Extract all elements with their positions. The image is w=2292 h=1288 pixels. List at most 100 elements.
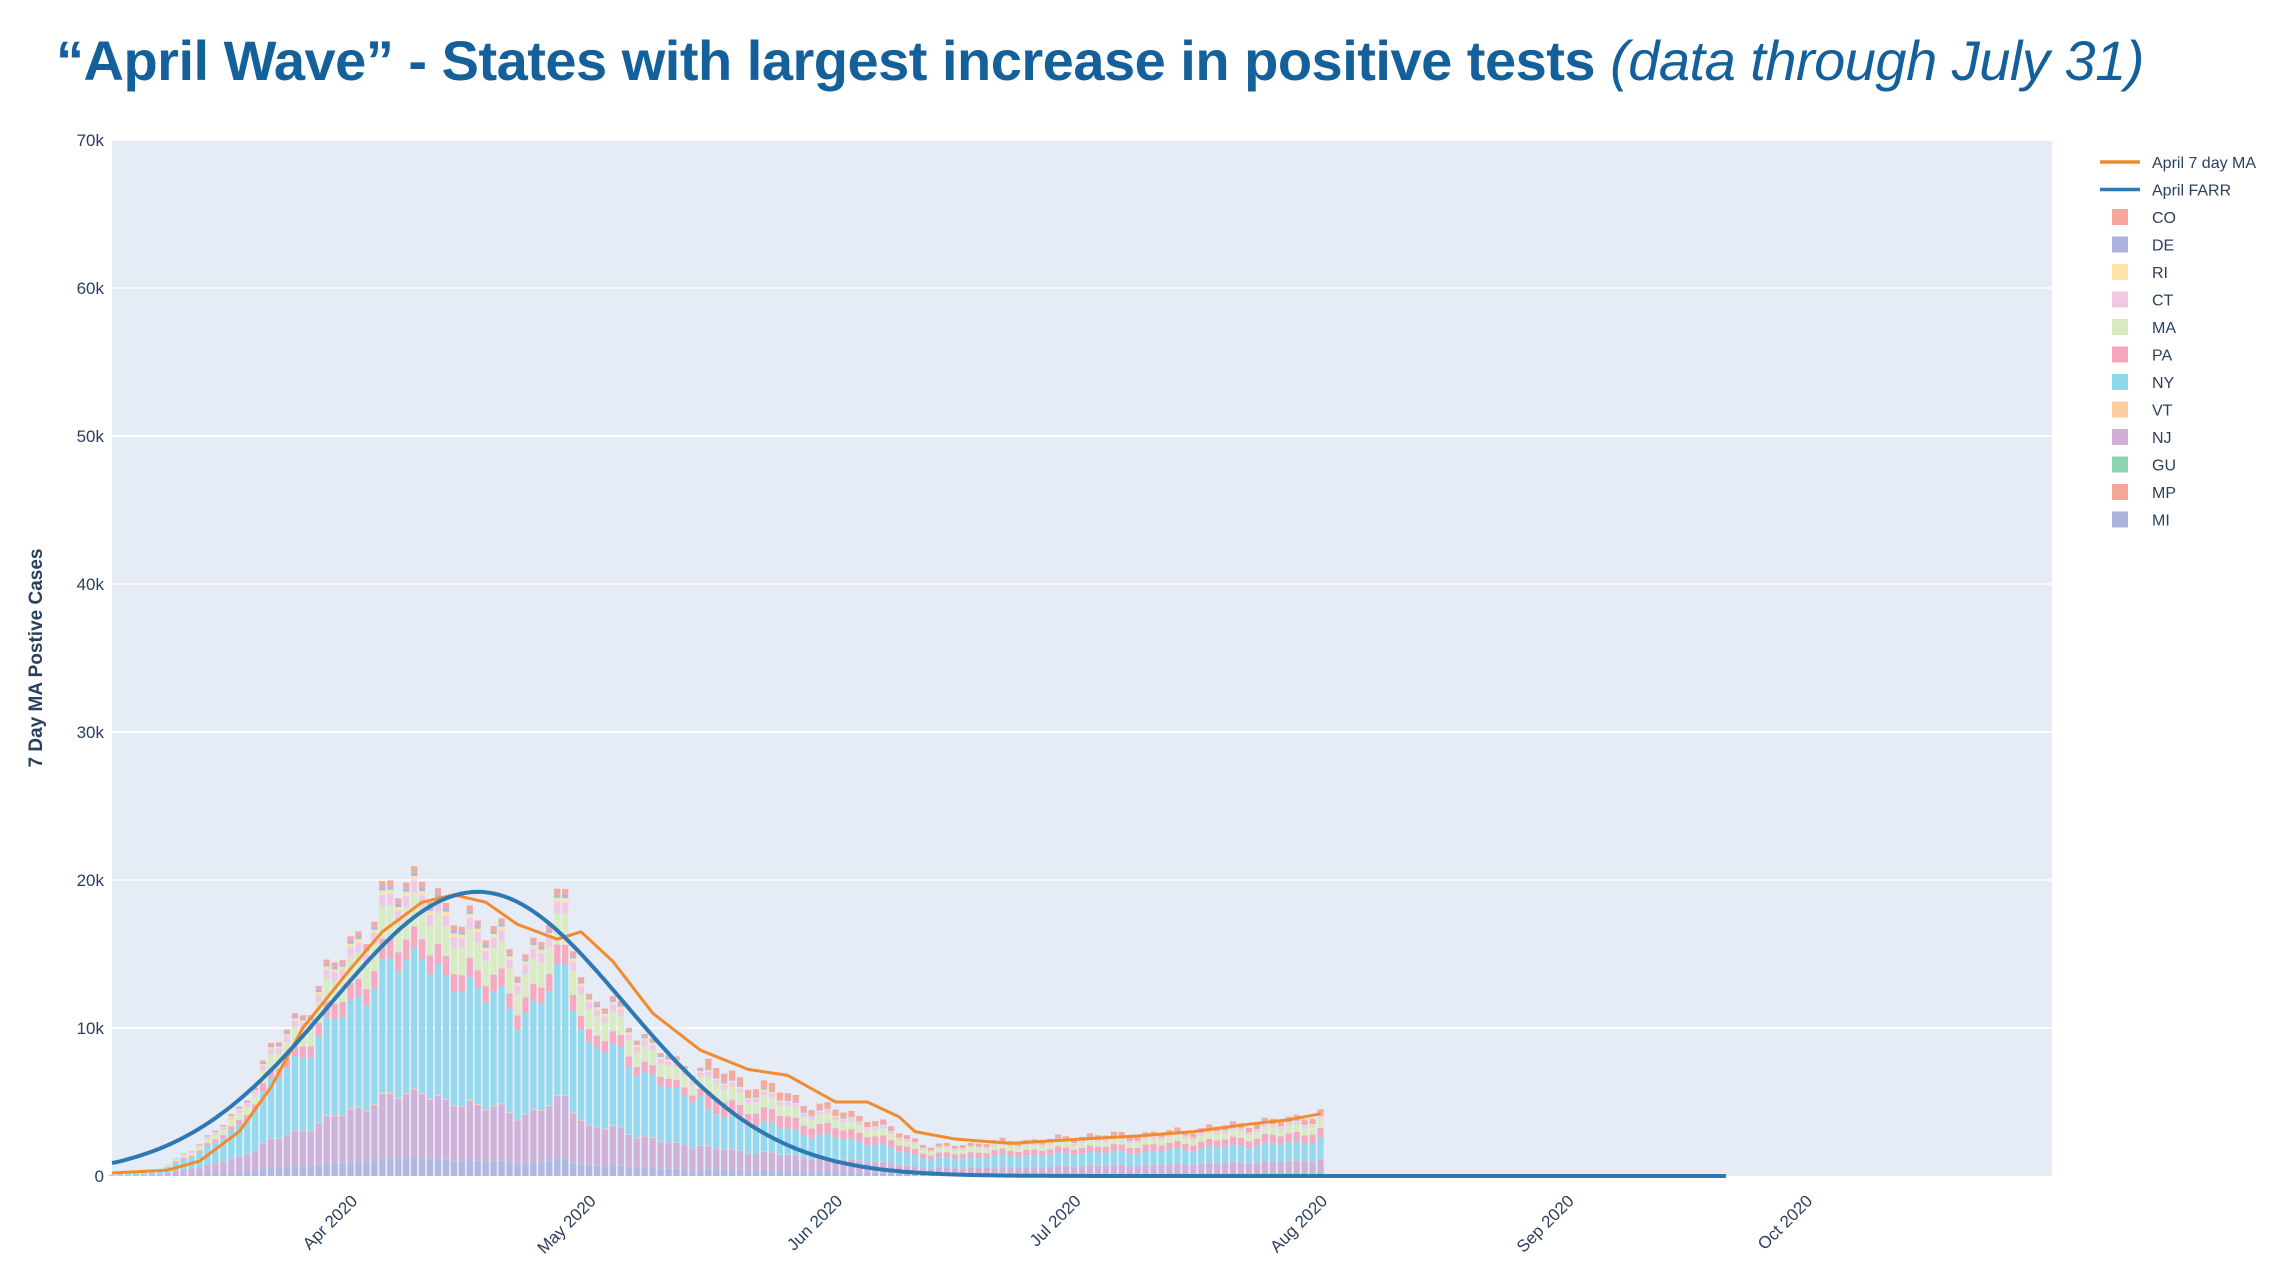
bar-segment-pa [267, 1068, 275, 1078]
bar-segment-pa [363, 989, 370, 1006]
bar-segment-de [1222, 1129, 1229, 1131]
bar-segment-ri [593, 1007, 601, 1010]
legend-item-april-7-day-ma[interactable]: April 7 day MA [2100, 155, 2256, 172]
bar-segment-co [1245, 1127, 1253, 1132]
bar-segment-ma [1118, 1138, 1125, 1145]
bar-segment-co [665, 1055, 672, 1058]
legend-item-mp[interactable]: MP [2112, 484, 2176, 502]
legend-item-gu[interactable]: GU [2112, 456, 2176, 475]
bar-segment-pa [1253, 1138, 1261, 1147]
bar-segment-ri [514, 982, 521, 986]
legend-box-swatch [2112, 346, 2128, 363]
bar-segment-ri [1245, 1132, 1253, 1134]
bar-segment-pa [1245, 1141, 1253, 1149]
bar-segment-ny [1206, 1146, 1213, 1163]
bar-segment-pa [800, 1125, 807, 1136]
bar-segment-ma [1023, 1145, 1030, 1150]
bar-segment-gu [426, 1159, 434, 1160]
bar-segment-de [816, 1109, 823, 1111]
bar-segment-de [1190, 1137, 1197, 1138]
bar-segment-vt [283, 1134, 291, 1136]
legend-item-co[interactable]: CO [2112, 209, 2176, 227]
legend-item-de[interactable]: DE [2112, 236, 2174, 255]
bar-segment-ma [689, 1084, 696, 1096]
bar-segment-mi [283, 1167, 291, 1176]
bar-segment-nj [768, 1152, 776, 1170]
bar-segment-pa [259, 1083, 267, 1092]
bar-segment-ny [673, 1087, 680, 1143]
bar-segment-ny [1237, 1145, 1245, 1163]
bar-segment-co [1110, 1131, 1117, 1136]
bar-segment-ri [729, 1080, 736, 1083]
legend-item-ri[interactable]: RI [2112, 264, 2168, 282]
bar-segment-ma [363, 963, 370, 990]
bar-segment-pa [729, 1100, 736, 1116]
bar-segment-ny [1015, 1156, 1022, 1168]
bar-segment-co [601, 1008, 609, 1012]
legend-label: MP [2152, 485, 2176, 502]
legend-item-april-farr[interactable]: April FARR [2100, 183, 2231, 200]
bar-segment-co [1261, 1117, 1268, 1123]
bar-segment-ny [896, 1151, 903, 1166]
bar-segment-ma [585, 1009, 593, 1030]
bar-segment-co [411, 866, 418, 873]
bar-segment-ny [514, 1029, 521, 1120]
bar-segment-ct [784, 1102, 791, 1106]
bar-segment-ma [601, 1022, 609, 1042]
bar-segment-ny [999, 1154, 1006, 1167]
bar-segment-nj [729, 1149, 736, 1170]
bar-segment-vt [498, 1103, 505, 1105]
bar-segment-pa [737, 1104, 744, 1120]
bar-segment-pa [1214, 1140, 1221, 1148]
bar-segment-pa [244, 1115, 251, 1121]
bar-segment-ma [919, 1149, 927, 1154]
legend-item-vt[interactable]: VT [2112, 401, 2173, 420]
bar-segment-ri [331, 969, 338, 973]
legend-box-swatch [2112, 236, 2128, 253]
bar-segment-co [872, 1121, 879, 1126]
bar-segment-ma [903, 1141, 911, 1147]
legend-item-pa[interactable]: PA [2112, 346, 2172, 365]
bar-segment-ny [1070, 1155, 1078, 1167]
bar-segment-de [458, 931, 465, 935]
bar-segment-mi [577, 1164, 585, 1176]
bar-segment-co [299, 1015, 306, 1019]
bar-segment-nj [1134, 1166, 1141, 1174]
bar-segment-vt [466, 1099, 473, 1101]
bar-segment-ri [1277, 1126, 1284, 1128]
bar-segment-de [450, 930, 457, 934]
bar-segment-ny [625, 1066, 632, 1135]
bar-segment-pa [1206, 1138, 1213, 1147]
legend-item-nj[interactable]: NJ [2112, 429, 2172, 447]
bar-segment-co [903, 1135, 911, 1139]
legend-item-ma[interactable]: MA [2112, 319, 2176, 337]
bar-segment-ct [577, 986, 585, 995]
bar-segment-nj [880, 1161, 887, 1173]
bar-segment-nj [442, 1099, 450, 1160]
bar-segment-ny [315, 1036, 322, 1123]
bar-segment-vt [275, 1138, 283, 1139]
bar-segment-de [395, 903, 402, 908]
legend-item-ct[interactable]: CT [2112, 291, 2174, 310]
bar-segment-nj [649, 1137, 656, 1168]
bar-segment-ri [1015, 1145, 1022, 1147]
bar-segment-ma [1007, 1146, 1014, 1151]
bar-segment-de [601, 1011, 609, 1014]
bar-segment-nj [919, 1168, 927, 1174]
bar-segment-ma [1086, 1139, 1094, 1146]
bar-segment-pa [665, 1078, 672, 1088]
bar-segment-gu [434, 1158, 442, 1159]
bar-segment-nj [196, 1167, 203, 1175]
bar-segment-co [1070, 1139, 1078, 1143]
bar-segment-co [1317, 1109, 1324, 1115]
bar-segment-ma [442, 926, 450, 957]
bar-segment-ri [1190, 1137, 1197, 1139]
legend-item-mi[interactable]: MI [2112, 511, 2170, 530]
bar-segment-ri [935, 1146, 942, 1148]
bar-segment-de [633, 1043, 640, 1045]
bar-segment-vt [585, 1124, 593, 1126]
bar-segment-ct [649, 1044, 656, 1051]
bar-segment-ct [570, 961, 577, 971]
legend[interactable]: April 7 day MA April FARR CO DE RI CT MA PA NY VT… [2100, 155, 2256, 530]
legend-item-ny[interactable]: NY [2112, 374, 2175, 392]
